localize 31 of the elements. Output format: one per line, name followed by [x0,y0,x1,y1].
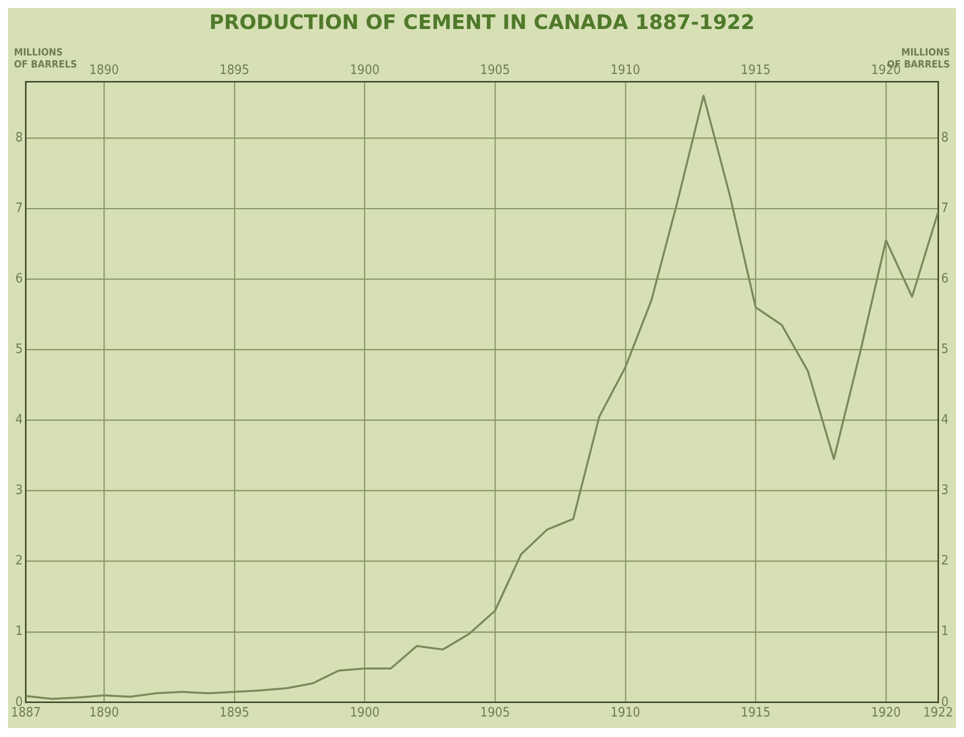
y2-tick-label: 7 [941,200,949,216]
y-tick-label: 4 [15,412,23,428]
x2-tick-label: 1900 [350,63,380,78]
y-tick-label: 6 [15,272,23,286]
x-tick-label: 1890 [89,706,119,721]
y-tick-label: 3 [15,483,23,498]
y-tick-label: 1 [15,624,23,640]
y2-tick-label: 4 [941,412,949,428]
y-tick-label: 7 [15,200,23,216]
y-tick-label: 8 [15,130,23,146]
chart-title: PRODUCTION OF CEMENT IN CANADA 1887-1922 [209,10,755,34]
y-tick-label: 2 [15,554,23,569]
x-tick-label: 1905 [480,706,510,721]
y2-tick-label: 2 [941,554,949,569]
x-tick-label: 1915 [740,706,771,721]
x2-tick-label: 1910 [610,63,640,78]
x2-tick-label: 1905 [480,63,510,78]
y-tick-label: 5 [15,342,23,358]
x-tick-label: 1895 [220,706,250,721]
y2-tick-label: 5 [941,342,949,358]
x-tick-label: 1910 [610,706,640,721]
x2-tick-label: 1915 [740,63,771,78]
y2-tick-label: 1 [941,624,949,640]
x2-tick-label: 1890 [89,63,119,78]
y2-tick-label: 3 [941,483,949,498]
x-tick-label: 1900 [350,706,380,721]
y-axis-title: MILLIONS OF BARRELS [14,48,77,71]
y2-tick-label: 6 [941,272,949,286]
x-tick-label: 1920 [871,706,901,721]
x2-tick-label: 1895 [220,63,250,78]
y2-tick-label: 8 [941,130,949,146]
